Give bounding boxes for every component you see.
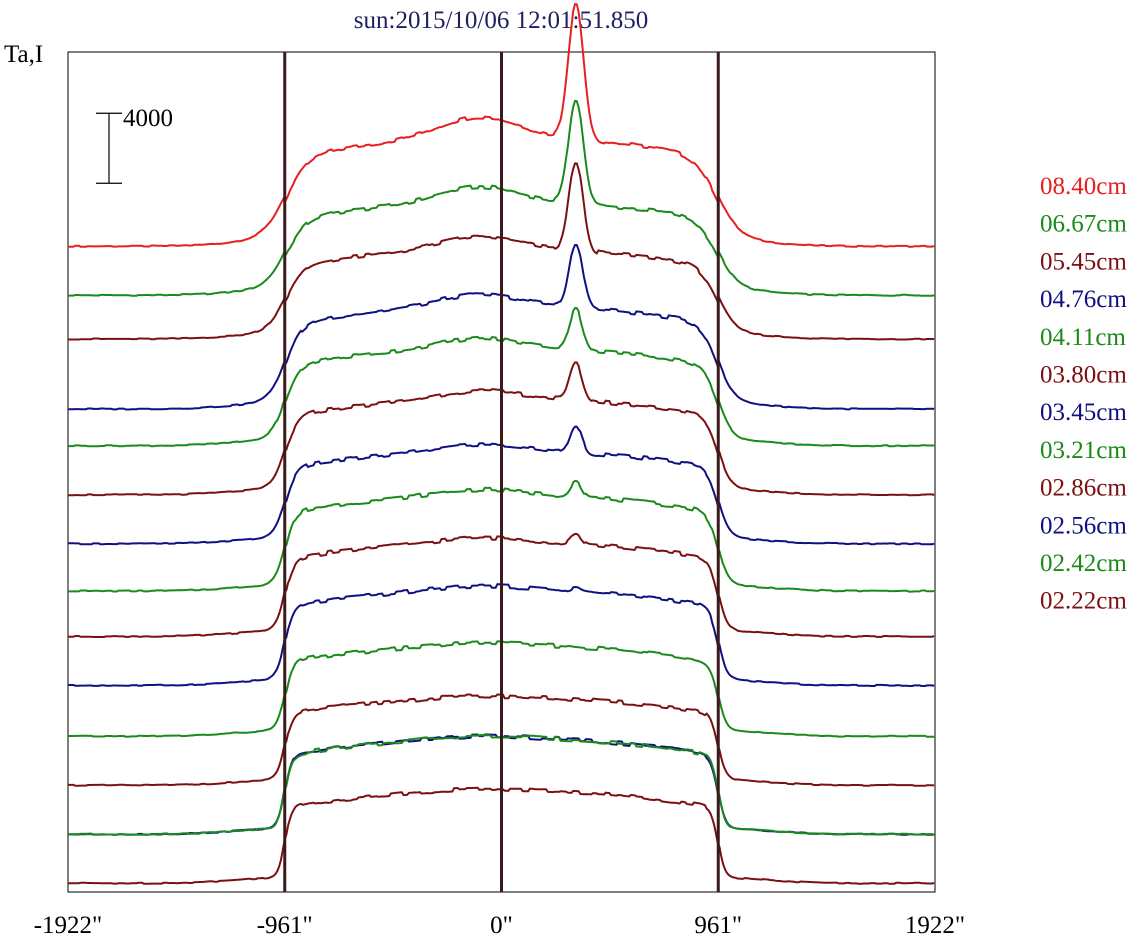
legend-entry: 02.42cm — [1040, 550, 1127, 577]
x-tick-labels: -1922" -961" 0" 961" 1922" — [34, 912, 965, 939]
x-tick-label: 1922" — [905, 912, 965, 939]
x-tick-label: -1922" — [34, 912, 103, 939]
x-tick-label: 0" — [490, 912, 513, 939]
chart-title: sun:2015/10/06 12:01:51.850 — [354, 7, 648, 34]
legend-entry: 03.21cm — [1040, 437, 1127, 464]
legend-entry: 06.67cm — [1040, 211, 1127, 238]
legend-entry: 04.76cm — [1040, 286, 1127, 313]
scale-bar-label: 4000 — [123, 105, 173, 132]
x-tick-label: 961" — [694, 912, 742, 939]
legend-entry: 02.22cm — [1040, 588, 1127, 615]
legend-entry: 02.56cm — [1040, 512, 1127, 539]
x-tick-label: -961" — [257, 912, 313, 939]
legend-entry: 02.86cm — [1040, 475, 1127, 502]
y-axis-label: Ta,I — [4, 41, 43, 68]
legend-entry: 05.45cm — [1040, 248, 1127, 275]
limb-markers — [283, 52, 720, 892]
legend-entry: 04.11cm — [1040, 324, 1126, 351]
scale-bar: 4000 — [96, 105, 173, 184]
legend-entry: 03.80cm — [1040, 362, 1127, 389]
legend: 08.40cm 06.67cm 05.45cm 04.76cm 04.11cm 03.80… — [1040, 173, 1127, 615]
legend-entry: 08.40cm — [1040, 173, 1127, 200]
legend-entry: 03.45cm — [1040, 399, 1127, 426]
